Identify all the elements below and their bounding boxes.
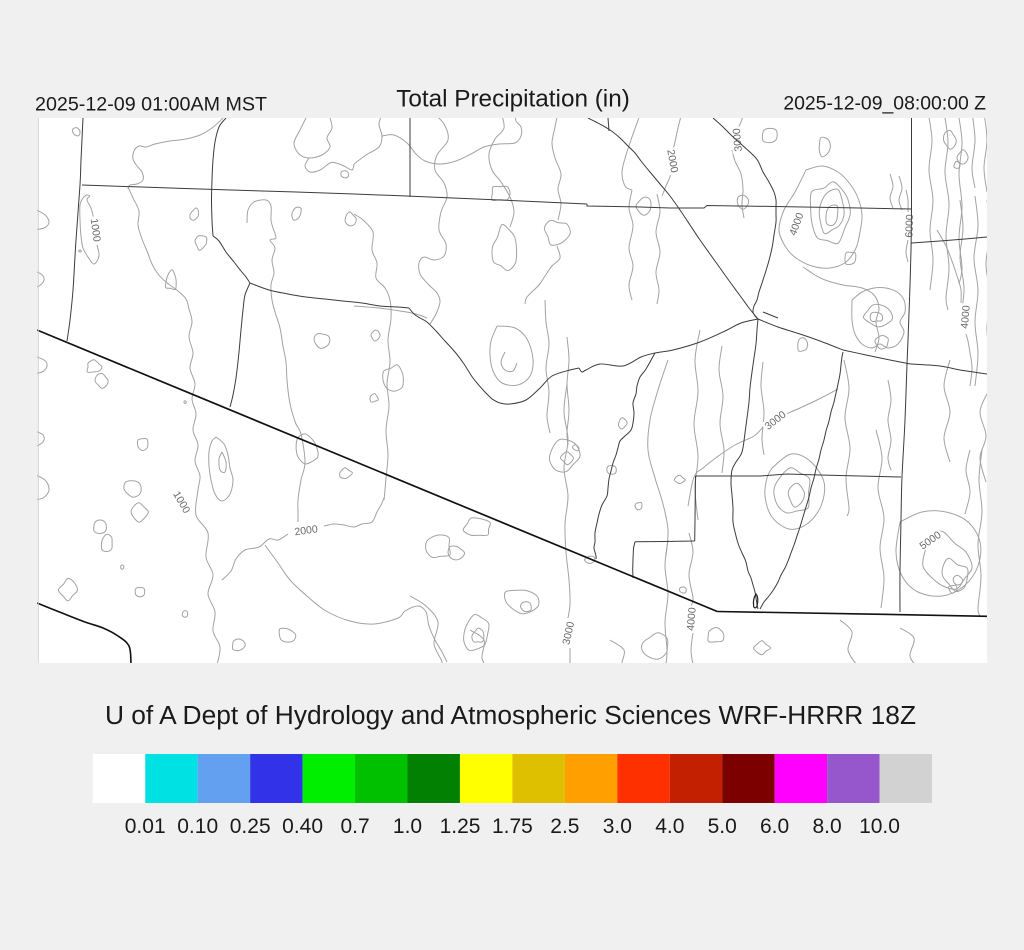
svg-text:2025-12-09_08:00:00 Z: 2025-12-09_08:00:00 Z bbox=[783, 93, 986, 115]
svg-text:3000: 3000 bbox=[731, 128, 745, 152]
svg-text:2000: 2000 bbox=[664, 149, 680, 174]
svg-text:0.25: 0.25 bbox=[230, 815, 271, 838]
svg-text:4000: 4000 bbox=[685, 607, 699, 631]
svg-text:2.5: 2.5 bbox=[550, 815, 579, 838]
svg-text:6.0: 6.0 bbox=[760, 815, 789, 838]
svg-text:5.0: 5.0 bbox=[708, 815, 737, 838]
svg-text:3000: 3000 bbox=[560, 620, 577, 645]
svg-text:4.0: 4.0 bbox=[655, 815, 684, 838]
svg-text:Total Precipitation (in): Total Precipitation (in) bbox=[396, 85, 630, 112]
svg-text:1.75: 1.75 bbox=[492, 815, 533, 838]
svg-text:3.0: 3.0 bbox=[603, 815, 632, 838]
svg-text:0.01: 0.01 bbox=[125, 815, 166, 838]
svg-text:2025-12-09 01:00AM MST: 2025-12-09 01:00AM MST bbox=[35, 94, 267, 116]
svg-text:0.40: 0.40 bbox=[282, 815, 323, 838]
svg-text:0.7: 0.7 bbox=[340, 815, 369, 838]
svg-text:2000: 2000 bbox=[294, 523, 319, 538]
svg-text:U of A Dept of Hydrology and A: U of A Dept of Hydrology and Atmospheric… bbox=[105, 700, 916, 730]
svg-text:10.0: 10.0 bbox=[859, 815, 900, 838]
svg-text:0.10: 0.10 bbox=[177, 815, 218, 838]
svg-text:6000: 6000 bbox=[903, 214, 916, 238]
svg-text:8.0: 8.0 bbox=[812, 815, 841, 838]
svg-text:4000: 4000 bbox=[959, 305, 973, 329]
svg-text:1.25: 1.25 bbox=[440, 815, 481, 838]
svg-text:1000: 1000 bbox=[88, 218, 103, 243]
svg-text:1.0: 1.0 bbox=[393, 815, 422, 838]
